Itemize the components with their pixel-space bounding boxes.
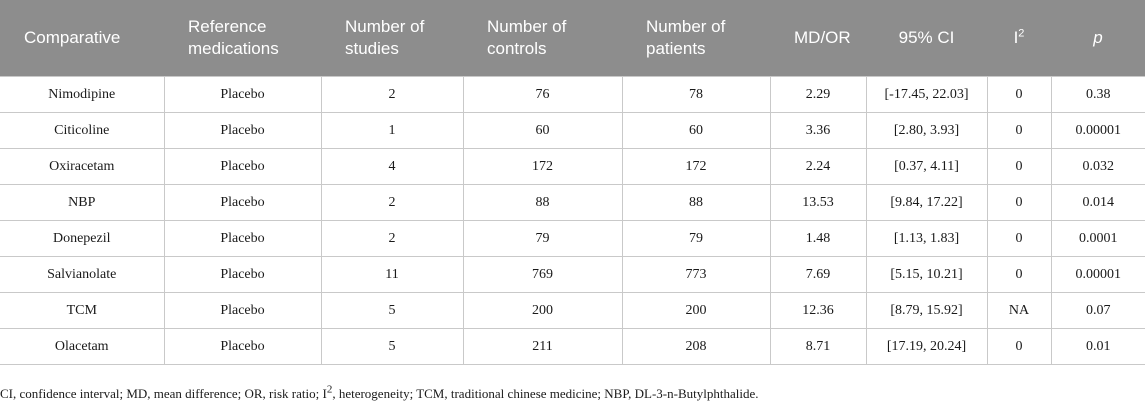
table-row: Donepezil Placebo 2 79 79 1.48 [1.13, 1.83] 0 0.… [0,220,1145,257]
results-table: Comparative Reference medications Number … [0,0,1145,365]
cell-i2: 0 [987,328,1052,365]
cell-ci: [2.80, 3.93] [866,112,988,149]
cell-i2: 0 [987,220,1052,257]
cell-md-or: 2.24 [770,148,867,185]
cell-controls: 79 [463,220,623,257]
header-number-of-controls: Number of controls [463,0,622,77]
cell-comparative: Oxiracetam [0,148,165,185]
cell-comparative: NBP [0,184,165,221]
cell-controls: 88 [463,184,623,221]
table-row: Salvianolate Placebo 11 769 773 7.69 [5.15, 10… [0,256,1145,293]
cell-comparative: TCM [0,292,165,329]
cell-i2: 0 [987,184,1052,221]
cell-studies: 2 [321,76,464,113]
table-row: Oxiracetam Placebo 4 172 172 2.24 [0.37, 4.11]… [0,148,1145,185]
cell-md-or: 2.29 [770,76,867,113]
cell-ci: [8.79, 15.92] [866,292,988,329]
cell-p: 0.07 [1051,292,1145,329]
cell-p: 0.38 [1051,76,1145,113]
cell-p: 0.014 [1051,184,1145,221]
table-row: TCM Placebo 5 200 200 12.36 [8.79, 15.92] NA 0.0… [0,292,1145,329]
cell-patients: 200 [622,292,771,329]
cell-reference: Placebo [164,76,322,113]
cell-controls: 211 [463,328,623,365]
cell-reference: Placebo [164,256,322,293]
header-p: p [1051,0,1145,77]
cell-md-or: 13.53 [770,184,867,221]
header-number-of-patients: Number of patients [622,0,770,77]
cell-reference: Placebo [164,220,322,257]
cell-ci: [5.15, 10.21] [866,256,988,293]
cell-patients: 79 [622,220,771,257]
table-row: Olacetam Placebo 5 211 208 8.71 [17.19, 20.24]… [0,328,1145,365]
header-i2: I2 [987,0,1051,77]
cell-studies: 5 [321,292,464,329]
cell-i2: 0 [987,256,1052,293]
header-95-ci: 95% CI [866,0,987,77]
cell-controls: 200 [463,292,623,329]
cell-md-or: 7.69 [770,256,867,293]
cell-reference: Placebo [164,292,322,329]
cell-ci: [9.84, 17.22] [866,184,988,221]
cell-ci: [1.13, 1.83] [866,220,988,257]
cell-md-or: 12.36 [770,292,867,329]
cell-comparative: Salvianolate [0,256,165,293]
cell-reference: Placebo [164,148,322,185]
cell-studies: 5 [321,328,464,365]
cell-patients: 60 [622,112,771,149]
results-table-container: Comparative Reference medications Number … [0,0,1145,365]
table-row: Nimodipine Placebo 2 76 78 2.29 [-17.45, 22.03… [0,76,1145,113]
cell-md-or: 3.36 [770,112,867,149]
cell-studies: 1 [321,112,464,149]
cell-patients: 208 [622,328,771,365]
header-comparative: Comparative [0,0,164,77]
cell-ci: [0.37, 4.11] [866,148,988,185]
cell-p: 0.032 [1051,148,1145,185]
cell-controls: 769 [463,256,623,293]
cell-patients: 78 [622,76,771,113]
cell-i2: 0 [987,76,1052,113]
cell-studies: 4 [321,148,464,185]
cell-i2: 0 [987,148,1052,185]
cell-comparative: Nimodipine [0,76,165,113]
table-footnote: CI, confidence interval; MD, mean differ… [0,383,759,401]
table-row: Citicoline Placebo 1 60 60 3.36 [2.80, 3.93] 0 0… [0,112,1145,149]
cell-ci: [-17.45, 22.03] [866,76,988,113]
cell-p: 0.00001 [1051,112,1145,149]
cell-reference: Placebo [164,184,322,221]
cell-reference: Placebo [164,112,322,149]
cell-md-or: 8.71 [770,328,867,365]
cell-studies: 2 [321,220,464,257]
cell-controls: 172 [463,148,623,185]
table-row: NBP Placebo 2 88 88 13.53 [9.84, 17.22] 0 0.014 [0,184,1145,221]
cell-md-or: 1.48 [770,220,867,257]
cell-p: 0.00001 [1051,256,1145,293]
results-table-body: Nimodipine Placebo 2 76 78 2.29 [-17.45, 22.03… [0,76,1145,365]
cell-reference: Placebo [164,328,322,365]
cell-comparative: Olacetam [0,328,165,365]
cell-p: 0.01 [1051,328,1145,365]
cell-i2: NA [987,292,1052,329]
cell-ci: [17.19, 20.24] [866,328,988,365]
cell-studies: 11 [321,256,464,293]
cell-patients: 88 [622,184,771,221]
cell-comparative: Citicoline [0,112,165,149]
header-row: Comparative Reference medications Number … [0,0,1145,77]
cell-p: 0.0001 [1051,220,1145,257]
cell-patients: 172 [622,148,771,185]
header-number-of-studies: Number of studies [321,0,463,77]
cell-controls: 60 [463,112,623,149]
header-md-or: MD/OR [770,0,866,77]
cell-comparative: Donepezil [0,220,165,257]
cell-i2: 0 [987,112,1052,149]
cell-studies: 2 [321,184,464,221]
cell-controls: 76 [463,76,623,113]
cell-patients: 773 [622,256,771,293]
header-reference-medications: Reference medications [164,0,321,77]
